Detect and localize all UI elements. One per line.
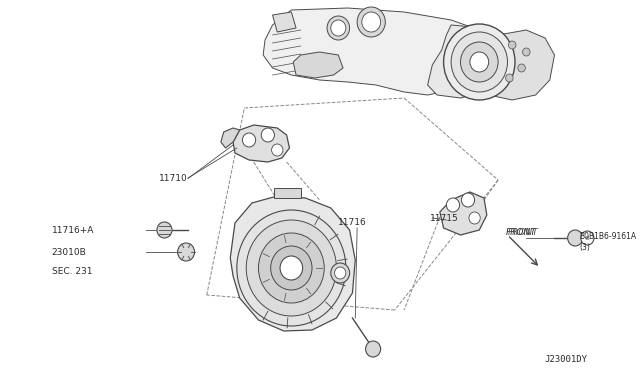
Circle shape	[271, 144, 283, 156]
Circle shape	[280, 256, 303, 280]
Circle shape	[157, 222, 172, 238]
Text: FRONT: FRONT	[508, 228, 538, 237]
Circle shape	[237, 210, 346, 326]
Polygon shape	[233, 125, 289, 162]
Circle shape	[506, 74, 513, 82]
Text: 23010B: 23010B	[52, 247, 86, 257]
Text: 11710: 11710	[159, 173, 188, 183]
Polygon shape	[428, 25, 503, 98]
Circle shape	[451, 32, 508, 92]
Circle shape	[365, 341, 381, 357]
Circle shape	[470, 52, 489, 72]
Text: FRONT: FRONT	[506, 228, 536, 237]
Text: SEC. 231: SEC. 231	[52, 267, 92, 276]
Circle shape	[362, 12, 381, 32]
Circle shape	[461, 42, 498, 82]
Circle shape	[518, 64, 525, 72]
Text: 11715: 11715	[431, 214, 459, 222]
Polygon shape	[230, 196, 355, 331]
Circle shape	[246, 220, 337, 316]
Circle shape	[259, 233, 324, 303]
Circle shape	[461, 193, 475, 207]
Text: 11716+A: 11716+A	[52, 225, 94, 234]
Polygon shape	[263, 8, 489, 95]
Circle shape	[508, 41, 516, 49]
Circle shape	[580, 231, 594, 245]
Text: B0B1B6-9161A
(3): B0B1B6-9161A (3)	[579, 232, 636, 252]
Polygon shape	[273, 12, 296, 32]
Circle shape	[178, 243, 195, 261]
Circle shape	[568, 230, 582, 246]
Text: B: B	[586, 235, 589, 241]
Circle shape	[261, 128, 275, 142]
Polygon shape	[293, 52, 343, 78]
Circle shape	[447, 198, 460, 212]
Circle shape	[271, 246, 312, 290]
Circle shape	[522, 48, 530, 56]
Circle shape	[335, 267, 346, 279]
Polygon shape	[221, 128, 239, 148]
Circle shape	[243, 133, 255, 147]
Circle shape	[331, 20, 346, 36]
Polygon shape	[440, 192, 487, 235]
Text: J23001DY: J23001DY	[545, 356, 588, 365]
Polygon shape	[479, 30, 554, 100]
Polygon shape	[275, 188, 301, 198]
Circle shape	[444, 24, 515, 100]
Circle shape	[357, 7, 385, 37]
Circle shape	[331, 263, 349, 283]
Circle shape	[469, 212, 480, 224]
Text: 11716: 11716	[338, 218, 367, 227]
Circle shape	[327, 16, 349, 40]
